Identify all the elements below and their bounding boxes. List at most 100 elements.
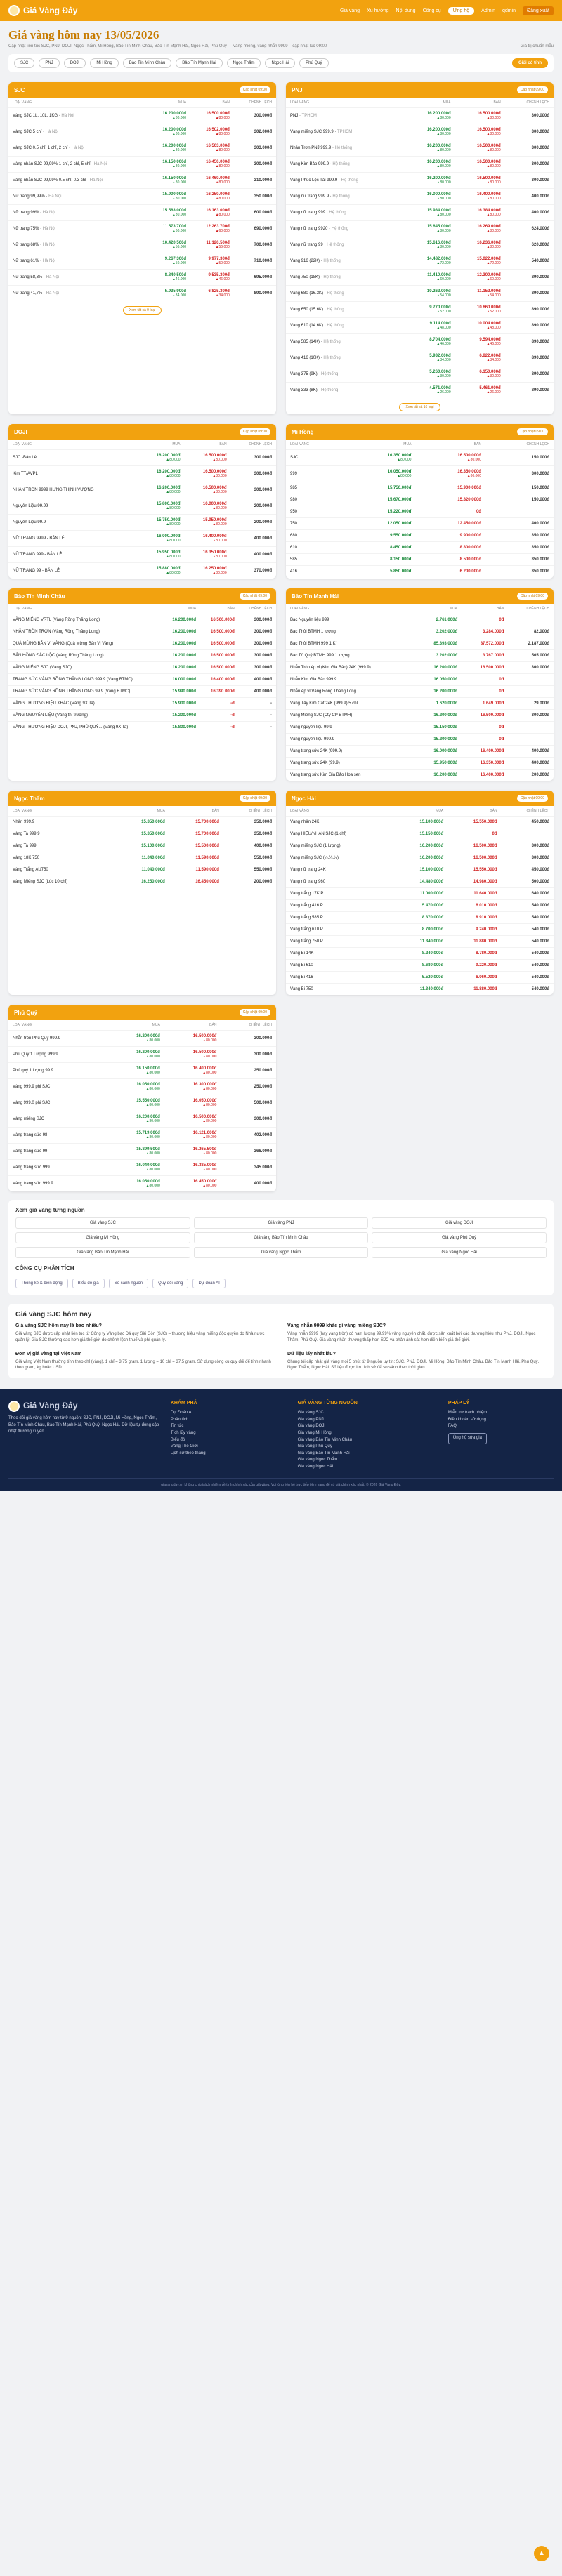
table-row[interactable]: Vàng nữ trang 99 · Hệ thống 15.616.000đ ▲8… — [286, 237, 554, 253]
table-row[interactable]: Vàng 416 (10K) · Hệ thống 5.932.000đ ▲34.0… — [286, 350, 554, 366]
table-row[interactable]: Vàng nguyên liệu 99.9 15.150.000đ 0đ — [286, 721, 554, 734]
table-row[interactable]: Vàng 585 (14K) · Hệ thống 8.704.000đ ▲46.0… — [286, 333, 554, 350]
table-row[interactable]: Nữ trang 99,99% · Hà Nội 15.900.000đ ▲80.0… — [8, 188, 276, 205]
table-row[interactable]: SJC -Bán Lẻ 16.200.000đ ▲80.000 16.500.000đ… — [8, 449, 276, 466]
tool-button[interactable]: So sánh nguồn — [108, 1279, 149, 1288]
table-row[interactable]: 999 16.050.000đ ▲80.000 16.350.000đ ▲80.000 3… — [286, 465, 554, 482]
table-row[interactable]: Bạc Nguyên liệu 999 2.761.000đ 0đ — [286, 614, 554, 626]
table-row[interactable]: Nhẫn tròn Phú Quý 999.9 16.200.000đ ▲80.00… — [8, 1030, 276, 1047]
footer-link[interactable]: Tích lũy vàng — [170, 1431, 196, 1435]
view-all-button[interactable]: Xem tất cả 16 loại — [399, 403, 440, 411]
table-row[interactable]: Kim TT/AVPL 16.200.000đ ▲80.000 16.500.000đ… — [8, 465, 276, 482]
back-to-top-button[interactable]: ▲ — [534, 2546, 549, 2561]
source-link[interactable]: Giá vàng Bảo Tín Minh Châu — [193, 1232, 369, 1243]
footer-link[interactable]: Giá vàng DOJI — [297, 1424, 326, 1429]
table-row[interactable]: Vàng Ta 999.9 15.350.000đ 15.700.000đ 350.0… — [8, 828, 276, 840]
source-link[interactable]: Giá vàng Bảo Tín Mạnh Hải — [15, 1247, 190, 1258]
tab-source[interactable]: PNJ — [39, 58, 60, 68]
update-button[interactable]: Giỏi có tính — [512, 58, 548, 68]
table-row[interactable]: Vàng SJC 0.5 chỉ, 1 chỉ, 2 chỉ · Hà Nội 1… — [8, 140, 276, 157]
table-row[interactable]: Vàng nữ trang 960 14.480.000đ 14.980.000đ 5… — [286, 876, 554, 888]
tool-button[interactable]: Dự đoán AI — [192, 1279, 226, 1288]
table-row[interactable]: Nữ trang 68% · Hà Nội 10.420.500đ ▲56.000 1… — [8, 237, 276, 253]
support-button[interactable]: Ứng hộ — [447, 6, 475, 15]
table-row[interactable]: Vàng nhẫn 24K 15.100.000đ 15.550.000đ 450.0… — [286, 816, 554, 828]
table-row[interactable]: Vàng nữ trang 999.9 · Hệ thống 16.000.000… — [286, 188, 554, 205]
table-row[interactable]: Vàng Bi 14K 8.240.000đ 8.780.000đ 540.000đ — [286, 947, 554, 960]
table-row[interactable]: 585 8.150.000đ 8.500.000đ 350.000đ — [286, 553, 554, 566]
footer-logo[interactable]: Giá Vàng Đây — [8, 1399, 161, 1413]
tab-source[interactable]: SJC — [14, 58, 35, 68]
nav-tools[interactable]: Công cụ — [422, 8, 441, 13]
user-link[interactable]: qdmin — [502, 8, 516, 13]
source-link[interactable]: Giá vàng SJC — [15, 1217, 190, 1229]
table-row[interactable]: Vàng nữ trang 999 · Hệ thống 15.984.000đ ▲… — [286, 204, 554, 221]
table-row[interactable]: Vàng Ta 999 15.100.000đ 15.500.000đ 400.000… — [8, 840, 276, 852]
table-row[interactable]: Vàng Bi 610 8.680.000đ 9.220.000đ 540.000đ — [286, 959, 554, 972]
table-row[interactable]: 950 15.220.000đ 0đ — [286, 506, 554, 518]
nav-content[interactable]: Nội dung — [396, 8, 416, 13]
table-row[interactable]: QUÀ MỪNG BẢN VỊ VÀNG (Quà Mừng Bản Vị Và… — [8, 638, 276, 650]
footer-link[interactable]: Lịch sử theo tháng — [170, 1451, 206, 1455]
table-row[interactable]: Vàng miếng SJC 16.200.000đ ▲80.000 16.500.0… — [8, 1111, 276, 1128]
table-row[interactable]: Nguyên Liệu 99.9 15.750.000đ ▲80.000 15.950… — [8, 514, 276, 531]
logout-button[interactable]: Đăng xuất — [523, 6, 554, 15]
table-row[interactable]: Vàng trắng 750.P 11.340.000đ 11.880.000đ 54… — [286, 935, 554, 948]
footer-link[interactable]: Miễn trừ trách nhiệm — [447, 1411, 488, 1415]
table-row[interactable]: Vàng trang sức Kim Gia Bảo Hoa sen 16.200… — [286, 769, 554, 781]
table-row[interactable]: Vàng Phúc Lộc Tài 999.9 · Hệ thống 16.200… — [286, 172, 554, 189]
table-row[interactable]: 610 8.450.000đ 8.800.000đ 350.000đ — [286, 541, 554, 554]
tool-button[interactable]: Quy đổi vàng — [152, 1279, 189, 1288]
table-row[interactable]: PNJ · TPHCM 16.200.000đ ▲80.000 16.500.000đ… — [286, 107, 554, 124]
table-row[interactable]: Nữ trang 75% · Hà Nội 11.573.700đ ▲60.000 1… — [8, 220, 276, 237]
table-row[interactable]: Vàng trang sức 99 15.899.500đ ▲80.000 16.26… — [8, 1143, 276, 1160]
table-row[interactable]: Vàng 750 (18K) · Hệ thống 11.410.000đ ▲60.… — [286, 269, 554, 286]
table-row[interactable]: VÀNG THƯƠNG HIỆU DOJI, PNJ, PHÚ QUÝ... (… — [8, 721, 276, 733]
footer-support-button[interactable]: Ủng hộ sửa giá — [447, 1433, 487, 1444]
footer-link[interactable]: Giá vàng Bảo Tín Minh Châu — [297, 1437, 352, 1442]
table-row[interactable]: Vàng 610 (14.6K) · Hệ thống 9.114.000đ ▲48… — [286, 317, 554, 334]
footer-link[interactable]: Giá vàng Ngọc Hải — [297, 1464, 334, 1469]
table-row[interactable]: NHẪN TRÒN 9999 HƯNG THỊNH VƯỢNG 16.200.00… — [8, 482, 276, 498]
site-logo[interactable]: Giá Vàng Đây — [8, 5, 77, 16]
table-row[interactable]: Vàng miếng SJC (1 lượng) 16.200.000đ 16.50… — [286, 840, 554, 852]
footer-link[interactable]: FAQ — [447, 1424, 457, 1429]
table-row[interactable]: Nhẫn Trơn PNJ 999.9 · Hệ thống 16.200.000… — [286, 140, 554, 157]
table-row[interactable]: Nữ trang 99% · Hà Nội 15.563.000đ ▲80.000 1… — [8, 204, 276, 221]
table-row[interactable]: VÀNG NGUYÊN LIỆU (Vàng thị trường) 15.200… — [8, 709, 276, 722]
tab-source[interactable]: Mi Hồng — [90, 58, 119, 68]
nav-trend[interactable]: Xu hướng — [367, 8, 389, 13]
footer-link[interactable]: Giá vàng Ngọc Thẩm — [297, 1458, 338, 1462]
table-row[interactable]: TRANG SỨC VÀNG RỒNG THĂNG LONG 999.9 (Và… — [8, 673, 276, 686]
tab-source[interactable]: Ngọc Hải — [265, 58, 296, 68]
table-row[interactable]: 980 15.670.000đ 15.820.000đ 150.000đ — [286, 494, 554, 506]
admin-link[interactable]: Admin — [481, 8, 495, 13]
table-row[interactable]: Vàng 375 (9K) · Hệ thống 5.260.000đ ▲30.00… — [286, 366, 554, 383]
table-row[interactable]: 985 15.750.000đ 15.900.000đ 150.000đ — [286, 482, 554, 494]
table-row[interactable]: Nhẫn ép vỉ Vàng Rồng Thăng Long 16.200.00… — [286, 685, 554, 698]
footer-link[interactable]: Giá vàng PNJ — [297, 1417, 324, 1422]
view-all-button[interactable]: Xem tất cả 9 loại — [122, 306, 162, 315]
table-row[interactable]: Vàng nguyên liệu 999.9 15.200.000đ 0đ — [286, 733, 554, 746]
table-row[interactable]: Vàng trắng 585.P 8.370.000đ 8.910.000đ 540.… — [286, 911, 554, 924]
table-row[interactable]: Vàng 916 (22K) · Hệ thống 14.482.000đ ▲72.… — [286, 253, 554, 270]
nav-gold[interactable]: Giá vàng — [340, 8, 360, 13]
table-row[interactable]: Vàng 680 (16.3K) · Hệ thống 10.262.000đ ▲5… — [286, 285, 554, 302]
table-row[interactable]: Vàng Trắng AU750 11.040.000đ 11.590.000đ 55… — [8, 864, 276, 876]
table-row[interactable]: Nữ trang 41,7% · Hà Nội 5.935.900đ ▲34.000… — [8, 285, 276, 301]
table-row[interactable]: NỮ TRANG 999 - BÁN LẺ 15.950.000đ ▲80.000 1… — [8, 546, 276, 563]
table-row[interactable]: Vàng trắng 610.P 8.700.000đ 9.240.000đ 540.… — [286, 923, 554, 936]
table-row[interactable]: Nữ trang 58,3% · Hà Nội 8.840.500đ ▲46.000… — [8, 269, 276, 286]
table-row[interactable]: Vàng trang sức 24K (999.9) 16.000.000đ 16.… — [286, 745, 554, 758]
source-link[interactable]: Giá vàng PNJ — [193, 1217, 369, 1229]
table-row[interactable]: 416 5.850.000đ 6.200.000đ 350.000đ — [286, 565, 554, 577]
table-row[interactable]: Vàng nhẫn SJC 99,99% 1 chỉ, 2 chỉ, 5 chỉ… — [8, 156, 276, 173]
table-row[interactable]: VÀNG MIẾNG VRTL (Vàng Rồng Thăng Long) 16… — [8, 614, 276, 626]
table-row[interactable]: Vàng Miếng SJC (Cty CP BTMH) 16.200.000đ 1… — [286, 709, 554, 722]
table-row[interactable]: VÀNG THƯƠNG HIỆU KHÁC (Vàng 9X Ta) 15.900… — [8, 697, 276, 710]
table-row[interactable]: TRANG SỨC VÀNG RỒNG THĂNG LONG 99.9 (Vàn… — [8, 685, 276, 698]
table-row[interactable]: Vàng trang sức 98 15.719.000đ ▲80.000 16.12… — [8, 1127, 276, 1144]
tab-source[interactable]: DOJI — [63, 58, 86, 68]
table-row[interactable]: Vàng Tây Kim Cát 24K (999.9) 5 chỉ 1.620.… — [286, 697, 554, 710]
table-row[interactable]: Nữ trang 61% · Hà Nội 9.267.300đ ▲50.000 9.… — [8, 253, 276, 270]
